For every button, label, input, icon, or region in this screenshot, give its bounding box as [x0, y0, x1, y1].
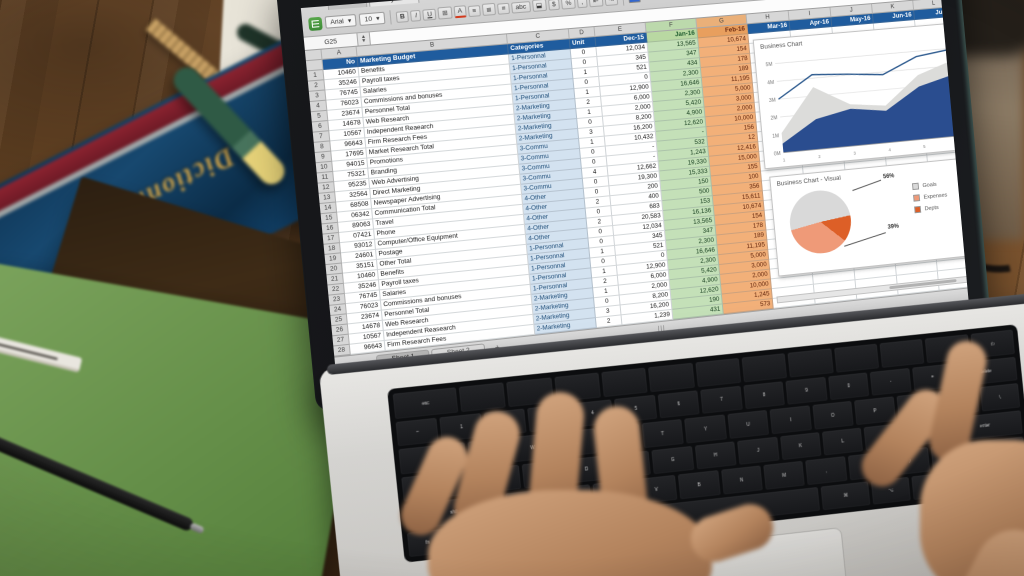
ribbon-button-1[interactable]: I: [410, 9, 422, 22]
chevron-down-icon: ▾: [347, 17, 352, 25]
key-9: 9: [785, 376, 828, 405]
svg-text:0M: 0M: [774, 151, 781, 157]
pie-callout-line: [844, 232, 886, 247]
key-8: 8: [743, 380, 786, 410]
key-blank: [601, 367, 648, 397]
key-blank: [458, 382, 507, 412]
ribbon-button-12[interactable]: ,: [576, 0, 588, 8]
laptop-screen-bezel: File Layout Arial▾ 10▾ BIU⊞A≡≣≡abc⬓$%,⇤⇥: [275, 0, 993, 413]
area-chart: 0M 1M 2M 3M 4M 5M 1 2 3 4 5 6: [766, 34, 961, 163]
ribbon-button-13[interactable]: ⇤: [588, 0, 604, 8]
right-hand: [853, 337, 1024, 576]
font-name: Arial: [330, 17, 345, 26]
key-J: J: [737, 436, 780, 465]
ribbon-button-5[interactable]: ≡: [467, 4, 481, 17]
toolbar-divider: [389, 10, 392, 25]
pie-callout-39: 39%: [887, 223, 900, 231]
svg-text:3: 3: [853, 151, 856, 156]
pie-chart-card[interactable]: Business Chart - Visual 56% 39% Goals Exp…: [769, 157, 970, 277]
ribbon-button-7[interactable]: ≡: [497, 2, 511, 15]
ribbon-button-0[interactable]: B: [395, 10, 410, 23]
key-K: K: [779, 431, 822, 461]
legend-item-expenses: Expenses: [913, 192, 948, 202]
legend-item-depts: Depts: [914, 203, 949, 214]
ribbon-button-8[interactable]: abc: [511, 0, 531, 14]
svg-text:2: 2: [818, 154, 821, 159]
legend-swatch: [914, 205, 922, 214]
key-blank: [648, 362, 695, 392]
ribbon-button-4[interactable]: A: [453, 5, 467, 19]
svg-text:5M: 5M: [766, 62, 773, 68]
legend-swatch: [913, 194, 921, 202]
key-L: L: [821, 427, 864, 456]
svg-text:4: 4: [888, 147, 891, 152]
key-7: 7: [700, 385, 743, 414]
pie-callout-line: [852, 179, 882, 192]
key-M: M: [763, 460, 805, 490]
key-O: O: [812, 400, 854, 430]
svg-text:1: 1: [783, 157, 786, 162]
key-blank: [833, 343, 880, 373]
key-I: I: [769, 405, 812, 434]
key-6: 6: [657, 389, 701, 419]
key-0: 0: [827, 371, 870, 401]
toolbar-divider: [621, 0, 625, 6]
row-number[interactable]: 28: [333, 344, 351, 357]
key-esc: esc: [392, 387, 459, 419]
legend-item-goals: Goals: [911, 180, 947, 191]
sheet-grid: A B C D E F G H I J K L No Marketing Budget Categories…: [304, 0, 970, 357]
area-chart-card[interactable]: Business Chart 0M 1M 2M 3M 4M 5M 1 2 3 4 5 6: [752, 22, 968, 170]
legend-label: Depts: [924, 204, 940, 212]
svg-text:1M: 1M: [772, 133, 779, 139]
svg-text:2M: 2M: [770, 115, 777, 121]
conditional-formatting-icon[interactable]: [628, 0, 641, 4]
name-box-stepper[interactable]: ▲ ▼: [357, 32, 371, 46]
ribbon-button-10[interactable]: $: [547, 0, 561, 11]
font-family-select[interactable]: Arial ▾: [324, 13, 358, 29]
svg-text:4M: 4M: [767, 80, 774, 86]
left-hand-palm: [428, 490, 712, 576]
app-icon: [307, 16, 323, 31]
ribbon-button-3[interactable]: ⊞: [437, 6, 453, 20]
key-⌘: ⌘: [820, 480, 871, 511]
ribbon-button-2[interactable]: U: [422, 8, 437, 21]
font-size-select[interactable]: 10 ▾: [358, 11, 386, 26]
left-hand: [394, 390, 780, 576]
pie-legend: Goals Expenses Depts: [911, 180, 949, 214]
key-,: ,: [805, 456, 847, 485]
key-blank: [741, 353, 788, 382]
chevron-down-icon: ▾: [375, 15, 380, 23]
pie-callout-56: 56%: [882, 173, 895, 181]
key-P: P: [854, 396, 896, 425]
legend-swatch: [911, 182, 920, 191]
ribbon-button-6[interactable]: ≣: [481, 2, 497, 17]
ribbon-button-14[interactable]: ⇥: [603, 0, 619, 7]
svg-text:5: 5: [923, 144, 926, 149]
spreadsheet-app: File Layout Arial▾ 10▾ BIU⊞A≡≣≡abc⬓$%,⇤⇥: [300, 0, 970, 372]
ribbon-button-9[interactable]: ⬓: [531, 0, 547, 12]
svg-text:3M: 3M: [769, 98, 776, 104]
ribbon-button-11[interactable]: %: [561, 0, 576, 10]
legend-label: Expenses: [923, 192, 948, 201]
key-blank: [787, 348, 834, 378]
legend-label: Goals: [922, 181, 937, 189]
key-blank: [695, 357, 742, 387]
laptop-display: File Layout Arial▾ 10▾ BIU⊞A≡≣≡abc⬓$%,⇤⇥: [300, 0, 970, 382]
svg-text:6: 6: [958, 141, 961, 146]
font-size: 10: [364, 15, 373, 23]
